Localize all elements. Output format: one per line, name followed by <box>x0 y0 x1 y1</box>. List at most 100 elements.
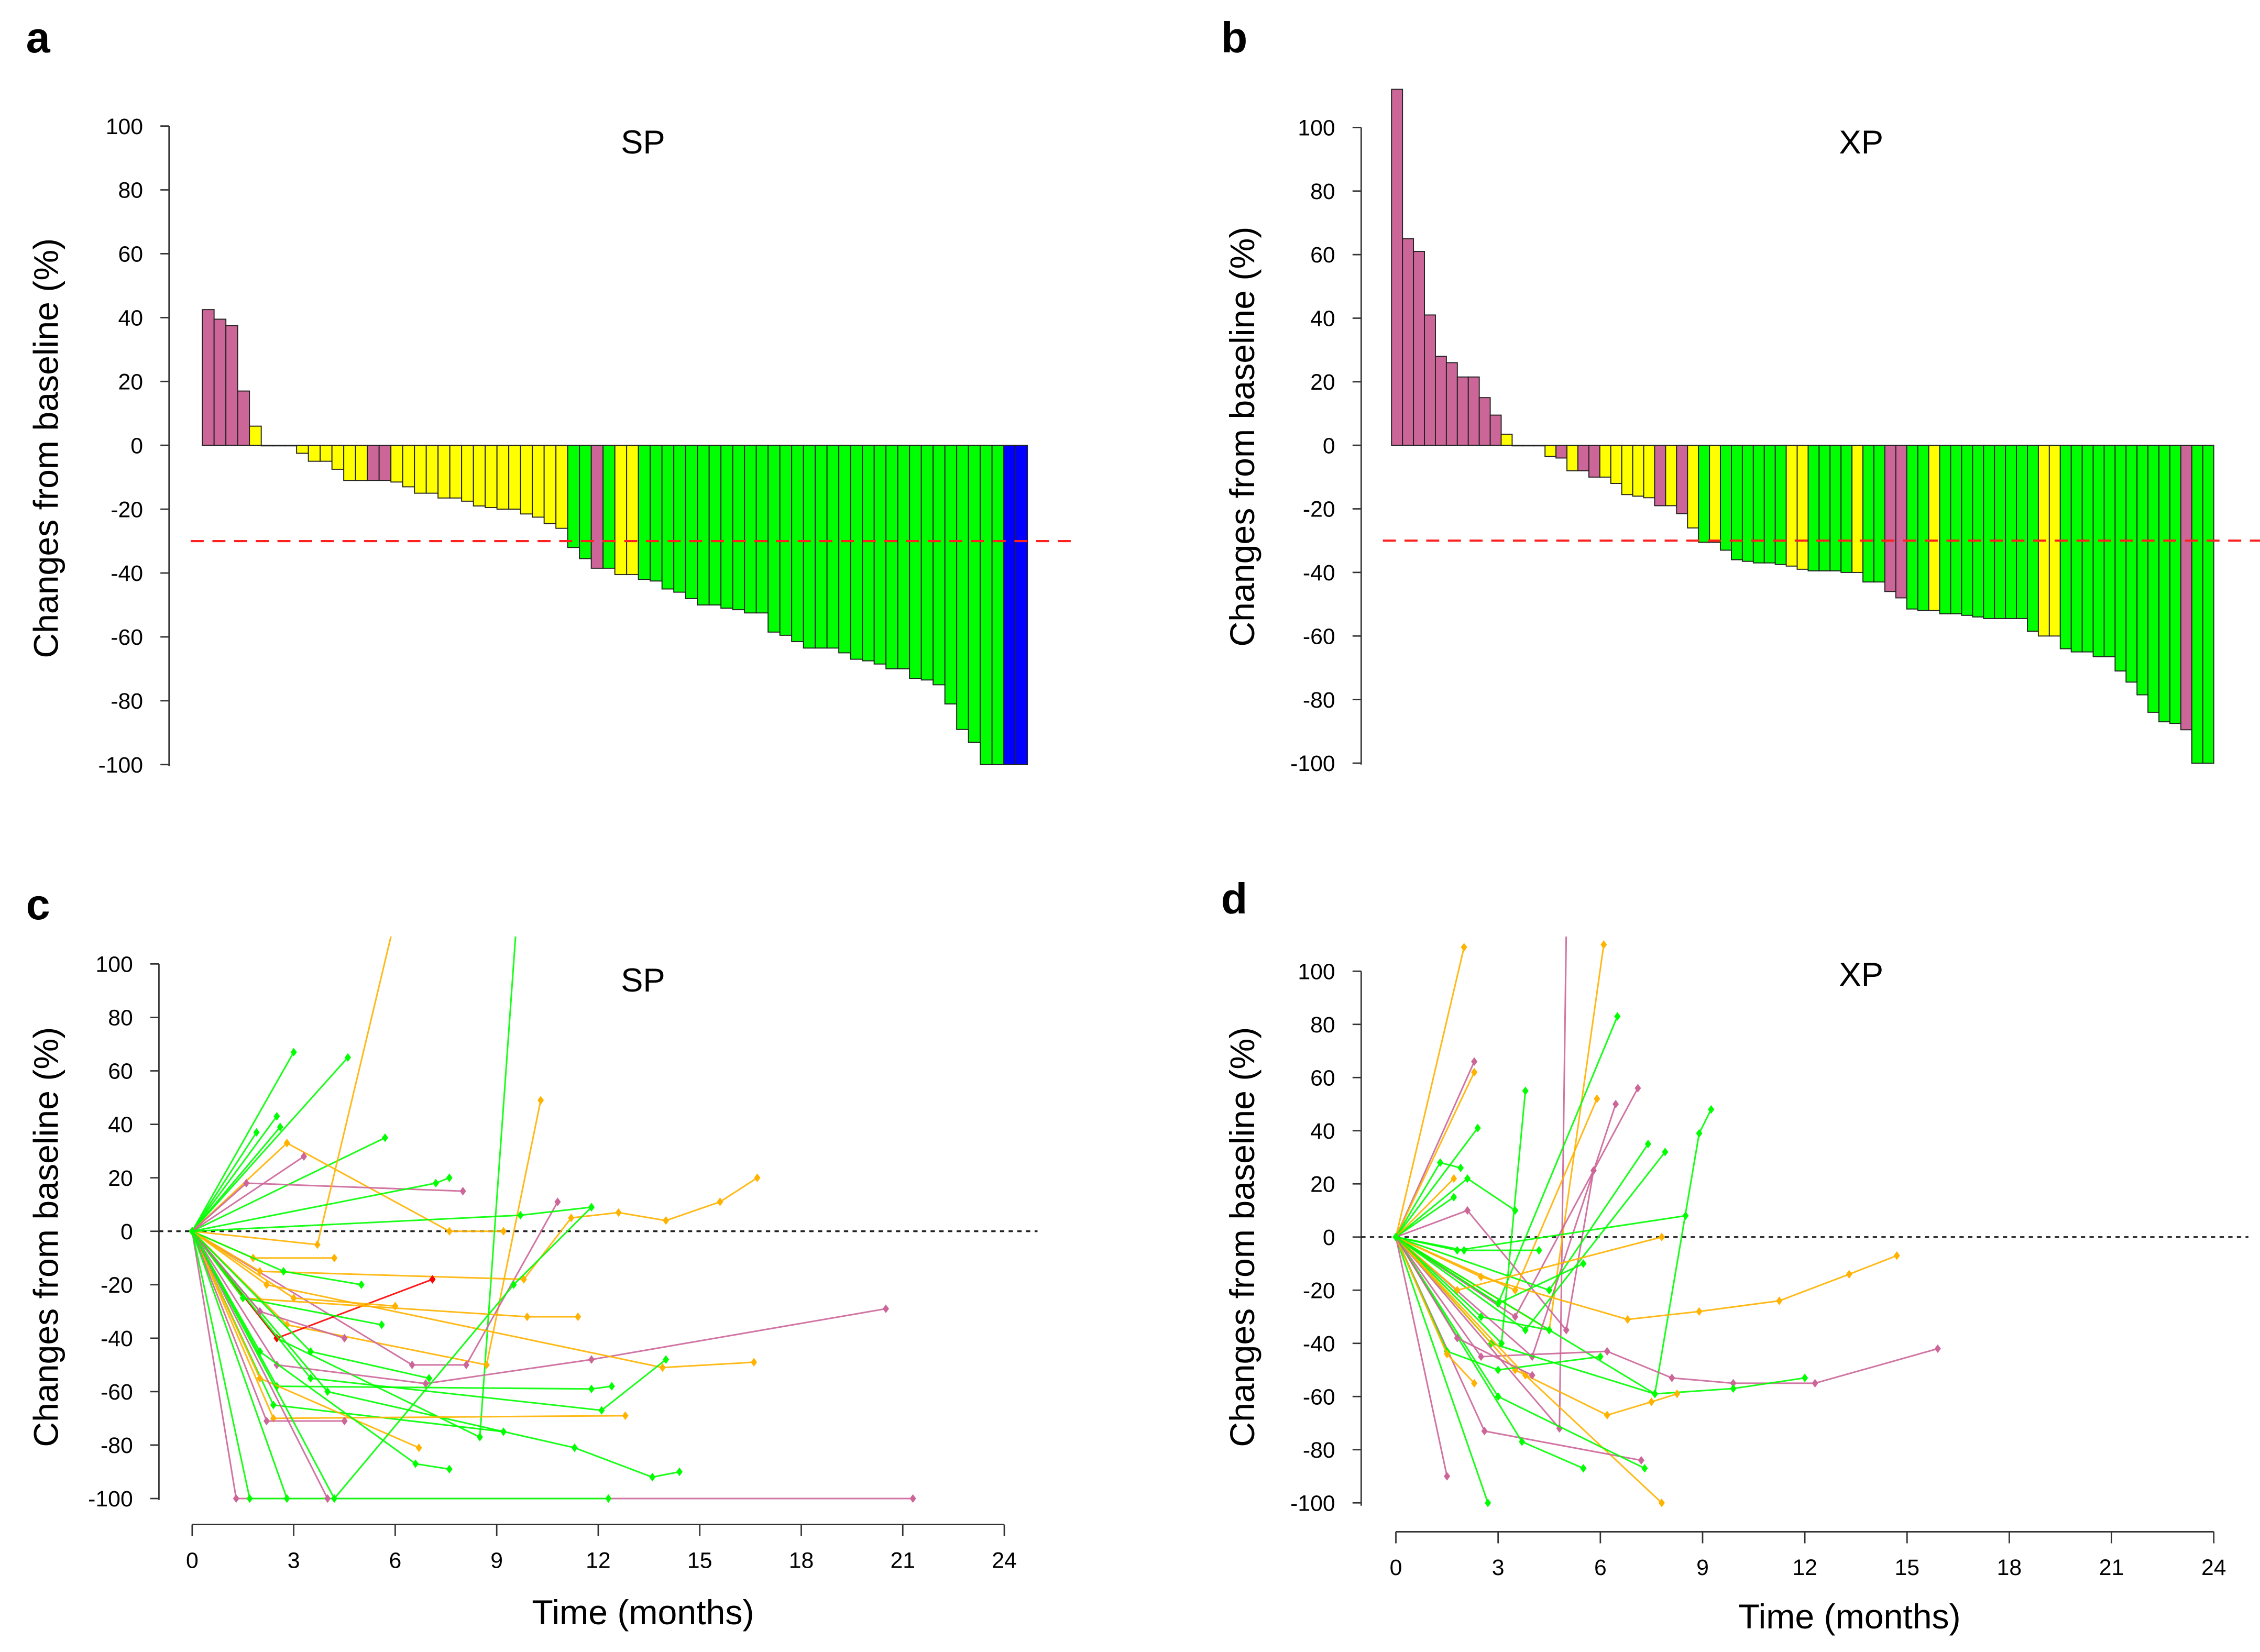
bar <box>2016 445 2028 619</box>
patient-series-line <box>191 1206 593 1500</box>
series-group-d <box>1392 937 1941 1507</box>
bar <box>2125 445 2138 683</box>
data-point <box>1464 1174 1471 1183</box>
bar <box>932 445 946 686</box>
data-point <box>659 1363 666 1372</box>
data-point <box>392 914 398 923</box>
data-point <box>588 1355 595 1364</box>
bar <box>1015 445 1028 765</box>
bar <box>473 445 486 506</box>
data-point <box>649 1472 656 1482</box>
data-point <box>615 1208 622 1217</box>
bar <box>2180 445 2192 731</box>
data-point <box>243 1179 250 1188</box>
bar <box>956 445 969 730</box>
chart-title-a: SP <box>621 124 665 161</box>
bar <box>1698 445 1710 543</box>
y-tick-label: -80 <box>101 1433 133 1458</box>
bar <box>520 445 533 515</box>
y-tick-label: -100 <box>1290 1491 1335 1516</box>
bar <box>1522 445 1535 447</box>
bar <box>1424 314 1436 446</box>
data-point <box>676 1467 683 1477</box>
patient-series-line <box>191 1116 278 1232</box>
bar <box>920 445 934 681</box>
y-tick-label: 60 <box>1310 243 1335 268</box>
y-tick-label: 100 <box>1298 959 1335 984</box>
data-point <box>1461 943 1467 952</box>
data-point <box>300 1152 308 1161</box>
patient-series-line <box>191 1057 349 1232</box>
bar <box>1741 445 1754 562</box>
data-point <box>324 1387 331 1396</box>
data-point <box>537 1096 544 1105</box>
data-point <box>1546 1326 1553 1335</box>
data-point <box>378 1320 385 1329</box>
bar <box>1500 433 1513 446</box>
y-tick-label: 100 <box>106 114 143 139</box>
bar <box>508 445 521 510</box>
bar <box>1829 445 1842 571</box>
data-point <box>1478 1352 1485 1361</box>
bar <box>1752 445 1765 564</box>
x-tick-label: 21 <box>2099 1555 2124 1580</box>
bar <box>272 445 286 447</box>
bar <box>626 445 639 576</box>
bar <box>1840 445 1853 573</box>
y-tick-label: -40 <box>1303 1331 1335 1357</box>
bar <box>1533 445 1546 447</box>
patient-series-line <box>1395 1127 1478 1238</box>
bar <box>708 445 722 605</box>
bar <box>1884 445 1896 592</box>
patient-series-line <box>191 1230 667 1412</box>
bar <box>2114 445 2127 671</box>
data-point <box>307 1374 314 1383</box>
bar <box>685 445 698 599</box>
data-point <box>341 1416 348 1426</box>
patient-series-line <box>191 1231 288 1499</box>
data-point <box>381 1133 389 1142</box>
data-point <box>1730 1384 1737 1393</box>
bar <box>1796 445 1809 570</box>
bar <box>1906 445 1918 610</box>
data-point <box>500 1427 507 1436</box>
bar <box>2158 445 2170 723</box>
y-tick-label: 80 <box>1310 1012 1335 1038</box>
bar <box>732 445 745 611</box>
bar <box>543 445 557 524</box>
data-point <box>409 1360 415 1370</box>
bar <box>909 445 922 679</box>
y-tick-label: -40 <box>1303 560 1335 586</box>
bar <box>720 445 733 609</box>
y-tick-label: 40 <box>108 1113 133 1138</box>
bar <box>2005 445 2017 619</box>
bar <box>614 445 628 576</box>
y-tick-label: 0 <box>120 1219 133 1244</box>
data-point <box>1495 1392 1501 1401</box>
patient-series-line <box>1395 1237 1448 1477</box>
bar <box>1599 445 1611 478</box>
bar <box>202 309 215 446</box>
y-tick-label: 40 <box>1310 306 1335 332</box>
bar <box>1862 445 1874 583</box>
data-point <box>1812 1379 1818 1388</box>
data-point <box>1648 1397 1655 1406</box>
data-point <box>1512 1285 1519 1295</box>
y-tick-label: 60 <box>1310 1065 1335 1091</box>
x-tick-label: 0 <box>1390 1555 1402 1580</box>
bar <box>638 445 651 580</box>
data-point <box>517 1210 524 1220</box>
data-point <box>1674 1389 1681 1398</box>
y-tick-label: 100 <box>1298 116 1335 141</box>
bar <box>2027 445 2039 632</box>
data-point <box>1658 1498 1665 1507</box>
y-tick-label: -20 <box>101 1273 133 1298</box>
data-point <box>283 1494 290 1503</box>
bar <box>767 445 781 633</box>
data-point <box>663 1355 670 1364</box>
bar <box>461 445 474 502</box>
bar <box>862 445 875 662</box>
data-point <box>1669 1373 1675 1383</box>
data-point <box>1519 1437 1526 1446</box>
patient-series-line <box>191 1230 754 1369</box>
